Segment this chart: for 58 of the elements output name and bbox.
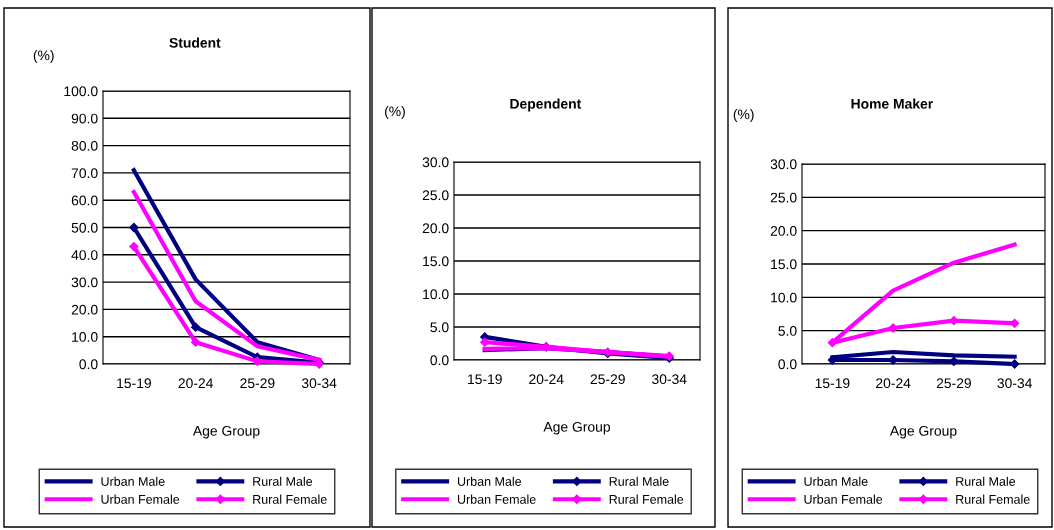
x-tick-label: 20-24	[876, 378, 911, 389]
x-axis-title: Age Group	[192, 425, 260, 439]
y-axis-title: (%)	[733, 109, 754, 122]
x-tick-label: 15-19	[468, 374, 502, 385]
legend-label: Rural Female	[956, 494, 1030, 504]
y-tick-label: 10.0	[72, 332, 98, 342]
legend-label: Rural Male	[253, 476, 313, 486]
x-tick-label: 25-29	[936, 378, 971, 389]
y-tick-label: 0.0	[79, 359, 98, 370]
legend-label: Urban Male	[804, 476, 868, 486]
legend-label: Urban Female	[804, 494, 883, 504]
y-tick-label: 25.0	[770, 192, 797, 203]
y-tick-label: 20.0	[770, 226, 797, 236]
x-tick-label: 15-19	[815, 378, 850, 389]
y-tick-label: 20.0	[422, 223, 449, 234]
y-tick-label: 90.0	[71, 113, 98, 124]
x-axis-title: Age Group	[543, 421, 611, 435]
y-tick-label: 10.0	[423, 289, 449, 300]
y-tick-label: 15.0	[771, 259, 797, 270]
legend-label: Rural Female	[253, 494, 327, 504]
x-tick-label: 30-34	[301, 378, 337, 389]
y-tick-label: 30.0	[422, 157, 449, 168]
y-tick-label: 50.0	[71, 222, 98, 233]
x-tick-label: 25-29	[590, 374, 625, 385]
y-tick-label: 5.0	[430, 322, 449, 333]
legend-label: Rural Male	[956, 476, 1016, 486]
y-tick-label: 20.0	[71, 304, 98, 315]
chart-title: Student	[169, 37, 221, 48]
legend-label: Rural Female	[609, 494, 684, 504]
x-tick-label: 15-19	[117, 378, 151, 389]
chart-title: Dependent	[510, 98, 582, 112]
x-axis-title: Age Group	[889, 425, 957, 439]
x-tick-label: 25-29	[240, 378, 275, 389]
x-tick-label: 20-24	[178, 378, 213, 389]
y-tick-label: 0.0	[778, 359, 797, 370]
legend-label: Urban Male	[101, 476, 165, 486]
y-tick-label: 0.0	[430, 355, 449, 366]
y-axis-title: (%)	[33, 50, 54, 63]
x-tick-label: 20-24	[529, 374, 564, 385]
y-tick-label: 70.0	[71, 168, 98, 179]
legend-label: Urban Female	[457, 494, 536, 504]
y-tick-label: 10.0	[771, 292, 797, 303]
y-tick-label: 5.0	[778, 326, 797, 336]
y-tick-label: 100.0	[64, 86, 98, 97]
legend-label: Urban Male	[457, 476, 522, 486]
y-tick-label: 15.0	[423, 256, 449, 267]
y-tick-label: 40.0	[71, 250, 98, 260]
y-axis-title: (%)	[385, 106, 405, 119]
y-tick-label: 80.0	[71, 140, 98, 151]
chart-title: Home Maker	[851, 98, 933, 109]
y-tick-label: 30.0	[71, 277, 98, 288]
y-tick-label: 25.0	[422, 190, 449, 201]
legend-label: Rural Male	[609, 476, 669, 486]
x-tick-label: 30-34	[652, 374, 687, 385]
x-tick-label: 30-34	[997, 378, 1032, 389]
legend-label: Urban Female	[101, 494, 180, 504]
y-tick-label: 30.0	[770, 159, 797, 170]
y-tick-label: 60.0	[71, 195, 98, 206]
